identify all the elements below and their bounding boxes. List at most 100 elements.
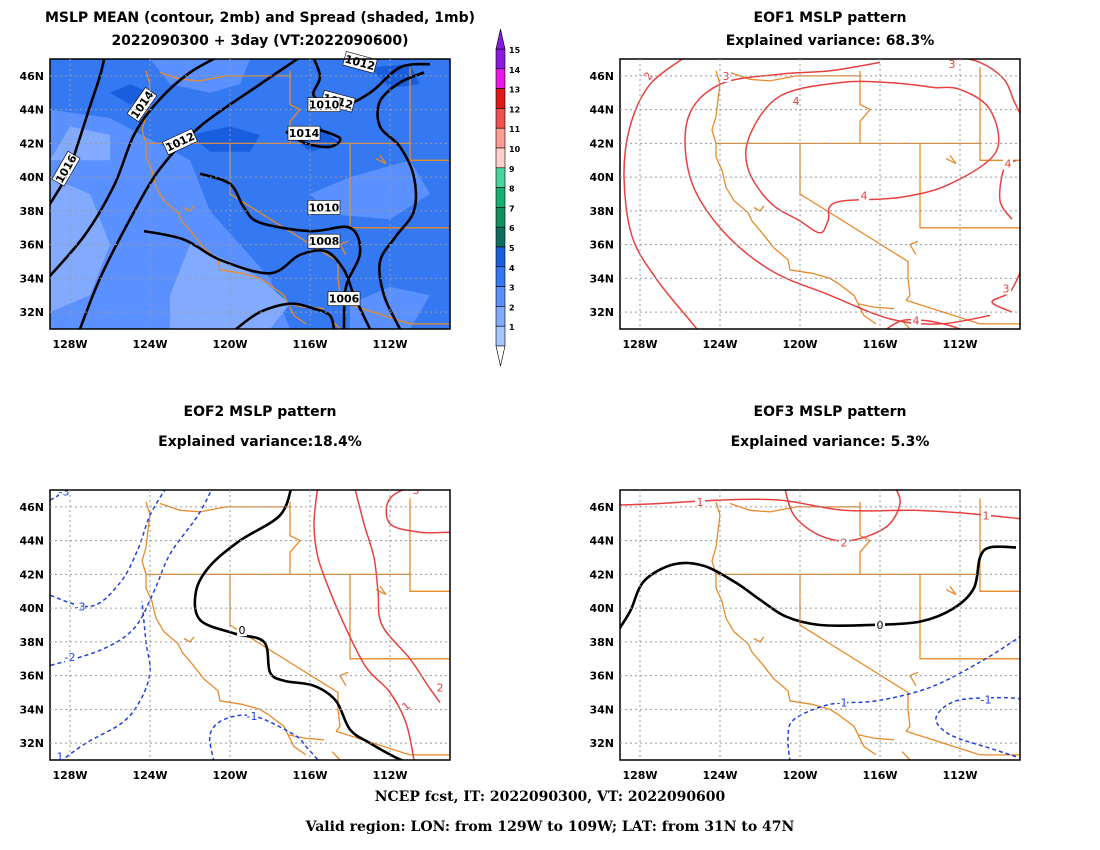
panel1-xtick-120W: 120W [212, 338, 247, 351]
panel2-contour-label-4-text: 3 [949, 58, 956, 71]
colorbar-level-13 [495, 88, 506, 109]
colorbar-level-6 [495, 226, 506, 248]
panel1-spread-fill-6 [190, 126, 260, 152]
panel4-plot: 1120-1-1 [619, 489, 1021, 761]
panel1-contour-label-1006-box [327, 291, 361, 306]
panel2-state-border [919, 143, 1020, 229]
footer-valid-region: Valid region: LON: from 129W to 109W; LA… [305, 819, 795, 835]
panel3-contour-label-0-text: -3 [59, 486, 70, 499]
colorbar-level-15 [495, 48, 506, 70]
panel3-contour-label-3-text: -1 [247, 710, 258, 723]
panel4-ytick-42N: 42N [589, 568, 614, 581]
panel3-state-border [287, 734, 307, 756]
panel4-xtick-116W: 116W [862, 769, 897, 782]
panel2-ytick-32N: 32N [589, 306, 614, 319]
panel2-plot: 2 3 4 4 3 4 3 4 [619, 58, 1021, 330]
panel1-spread-fill-6 [110, 84, 150, 105]
panel4-frame [619, 489, 1021, 761]
panel1-contour-label-1010: 1010 [307, 200, 341, 215]
panel2-contour-pos-0 [623, 59, 698, 329]
panel1-contour-label-1006: 1006 [327, 291, 361, 306]
panel4-contour-label-2-text: 2 [841, 536, 848, 549]
panel4-contour-label-2-bg [839, 536, 849, 549]
panel3-state-border [331, 751, 341, 760]
colorbar-level-5 [495, 246, 506, 268]
panel2-contour-pos-6 [885, 318, 962, 329]
panel3-ytick-38N: 38N [19, 636, 44, 649]
panel1-ytick-38N: 38N [19, 205, 44, 218]
colorbar-level-7 [495, 207, 506, 228]
panel4-contour-label-0: 1 [695, 495, 705, 509]
panel1-xtick-128W: 128W [52, 338, 87, 351]
panel1-xtick-124W: 124W [132, 338, 167, 351]
panel3-ytick-46N: 46N [19, 501, 44, 514]
panel4-contour-label-4-text: -1 [837, 697, 848, 710]
panel1-xtick-116W: 116W [292, 338, 327, 351]
colorbar-label-4: 4 [509, 264, 515, 273]
panel4-contour-label-1-text: 1 [983, 509, 990, 522]
panel1-contour-label-1014-text: 1014 [289, 127, 320, 140]
panel3-contour-label-5-text: 3 [413, 484, 420, 497]
panel3-contours: -3 -3 -2 -1 0 3 1 2 1 [50, 484, 450, 760]
panel4-xtick-128W: 128W [622, 769, 657, 782]
panel2-contour-label-7: 4 [911, 314, 921, 328]
panel1-contour-label-1014: 1014 [287, 125, 321, 141]
panel3-subtitle: Explained variance:18.4% [158, 434, 362, 450]
panel4-contour-label-5: -1 [981, 693, 991, 706]
panel3-contour-pos-7 [354, 490, 441, 704]
panel1-contour-label-1010-text: 1010 [309, 202, 340, 215]
panel3-contour-label-2-bg [65, 651, 75, 664]
panel2-contour-pos-5 [991, 270, 1020, 313]
panel1-mslp-isobar-1 [50, 59, 217, 278]
panel2-contour-label-5: 4 [1003, 157, 1013, 171]
panel3-contour-label-2: -2 [65, 651, 75, 664]
panel1-plot: 1016101410121012101210101014101010081006 [49, 51, 451, 330]
panel3-state-border [349, 574, 450, 660]
colorbar-label-5: 5 [509, 244, 515, 253]
panel4-title: EOF3 MSLP pattern [753, 404, 907, 420]
panel2-contour-label-1-text: 3 [723, 70, 730, 83]
panel1-contour-label-1010-text: 1010 [309, 99, 340, 112]
panel3-axes: 128W 124W 120W 116W 112W 32N 34N 36N 38N 40N 42N 44… [19, 490, 450, 782]
panel3-contour-label-4-text: 0 [239, 624, 246, 637]
panel1-spread-fill-3 [170, 244, 290, 329]
panel4-contour-label-4-bg [837, 696, 847, 709]
panel3-frame [49, 489, 451, 761]
colorbar-level-9 [495, 167, 506, 188]
panel2-contour-label-7-text: 4 [913, 315, 920, 328]
panel2-ytick-40N: 40N [589, 171, 614, 184]
panel4-ytick-38N: 38N [589, 636, 614, 649]
panel4-contour-pos-0 [620, 498, 1020, 520]
panel4-state-border [901, 751, 911, 760]
colorbar-level-2 [495, 306, 506, 327]
panel2-state-border [905, 299, 1020, 325]
colorbar-label-8: 8 [509, 185, 515, 194]
panel1-colorbar: 15 14 13 12 11 10 9 8 7 6 5 4 3 2 1 [495, 28, 521, 367]
panel1-contour-label-1012-box [162, 128, 198, 156]
panel2-state-border [945, 154, 957, 165]
panel1-axes: 128W 124W 120W 116W 112W 32N 34N 36N 38N 40N 42N 44… [19, 59, 450, 351]
panel2-contour-pos-2 [745, 80, 1000, 234]
colorbar-label-13: 13 [509, 86, 520, 95]
panel1-ytick-40N: 40N [19, 171, 44, 184]
panel1-state-border [375, 154, 387, 165]
panel3-contour-label-6: 1 [398, 698, 414, 714]
panel3-ytick-36N: 36N [19, 670, 44, 683]
panel3-contour-label-5: 3 [411, 484, 421, 497]
panel1-ytick-36N: 36N [19, 239, 44, 252]
panel2-ytick-34N: 34N [589, 272, 614, 285]
colorbar-label-9: 9 [509, 165, 515, 174]
panel4-ytick-40N: 40N [589, 602, 614, 615]
panel2-contour-pos-1 [684, 61, 991, 325]
panel1-mslp-isobar-6 [199, 172, 362, 329]
panel3-plot: -3 -3 -2 -1 0 3 1 2 1 [49, 484, 451, 761]
panel2-contour-label-7-bg [911, 314, 921, 327]
panel3-contour-label-1: -3 [75, 600, 85, 613]
panel3-contour-label-6-bg [398, 698, 414, 714]
panel4-ytick-44N: 44N [589, 535, 614, 548]
panel4-coastline [711, 501, 895, 741]
panel2-ytick-46N: 46N [589, 70, 614, 83]
panel2-contour-label-4: 3 [947, 58, 957, 71]
panel4-ytick-36N: 36N [589, 670, 614, 683]
panel2-title: EOF1 MSLP pattern [753, 10, 907, 26]
